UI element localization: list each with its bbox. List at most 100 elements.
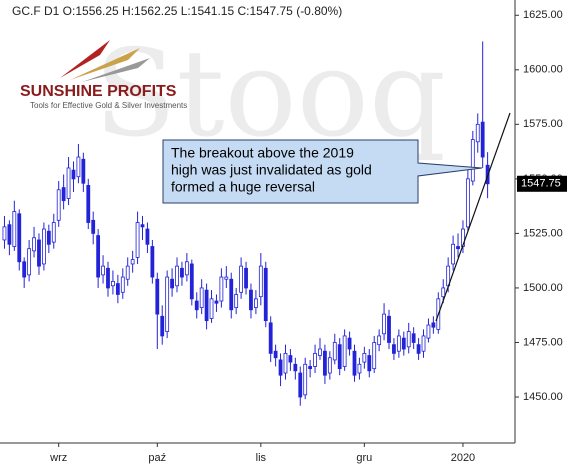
candle-body: [416, 344, 421, 354]
candle-body: [249, 289, 253, 311]
candle-body: [313, 352, 317, 367]
candle-body: [150, 246, 155, 278]
candle-body: [91, 219, 96, 234]
x-tick-label: paź: [148, 452, 166, 464]
candle-body: [115, 283, 120, 295]
candle-body: [411, 333, 416, 343]
candle-body: [377, 335, 382, 346]
candle-body: [357, 363, 362, 374]
y-tick-label: 1575.00: [523, 118, 563, 130]
tagline: Tools for Effective Gold & Silver Invest…: [30, 101, 187, 110]
candle-body: [253, 298, 258, 308]
candle-body: [32, 237, 36, 252]
x-tick-label: 2020: [451, 452, 475, 464]
candle-body: [155, 278, 160, 315]
candle-body: [209, 298, 214, 319]
candle-body: [387, 315, 391, 343]
candle-body: [396, 335, 401, 352]
candle-body: [263, 267, 268, 322]
plot: [2, 41, 490, 406]
candle-body: [278, 359, 283, 376]
candle-body: [244, 267, 248, 289]
last-price-box: [517, 175, 567, 192]
candle-body: [337, 344, 342, 370]
candle-body: [81, 158, 86, 184]
candle-body: [421, 335, 426, 352]
candle-body: [352, 350, 357, 376]
candle-body: [268, 322, 273, 354]
candle-body: [318, 348, 322, 356]
callout-text: formed a huge reversal: [171, 179, 315, 195]
candle-body: [56, 189, 61, 221]
candle-body: [175, 265, 179, 287]
candle-body: [165, 276, 170, 332]
candle-body: [12, 211, 17, 247]
callout: [162, 139, 483, 204]
candle-body: [135, 222, 140, 258]
candle-body: [189, 263, 194, 300]
candle-body: [214, 300, 219, 304]
candle-body: [342, 335, 347, 367]
candle-body: [426, 324, 431, 339]
candle-body: [362, 352, 367, 363]
candle-body: [199, 287, 204, 308]
candle-body: [372, 342, 377, 370]
x-tick-label: gru: [356, 452, 372, 464]
candle-body: [101, 265, 105, 276]
candle-body: [22, 261, 27, 278]
candle-body: [37, 239, 41, 267]
candle-body: [273, 350, 278, 359]
candle-body: [303, 363, 308, 396]
candle-body: [298, 372, 303, 398]
candle-body: [96, 235, 101, 278]
candle-body: [470, 139, 475, 182]
candle-body: [224, 276, 229, 280]
logo-arrow: [70, 48, 140, 80]
candle-body: [145, 228, 150, 245]
y-tick-label: 1500.00: [523, 282, 563, 294]
candle-body: [170, 278, 174, 289]
candle-body: [140, 224, 145, 228]
logo-arrow: [82, 58, 150, 82]
candle-body: [229, 278, 234, 311]
candle-body: [234, 294, 239, 308]
candle-body: [76, 156, 81, 178]
last-price-label: 1547.75: [521, 178, 561, 190]
candle-body: [46, 230, 51, 245]
candle-body: [194, 300, 199, 311]
candle-body: [475, 123, 480, 143]
candle-body: [288, 355, 293, 363]
candle-body: [7, 224, 12, 245]
y-tick-label: 1625.00: [523, 9, 563, 21]
candle-body: [456, 246, 460, 250]
y-tick-label: 1450.00: [523, 391, 563, 403]
callout-text: high was just invalidated as gold: [171, 162, 372, 178]
y-tick-label: 1475.00: [523, 336, 563, 348]
candle-body: [323, 350, 327, 376]
candle-body: [327, 357, 332, 374]
candle-body: [111, 280, 115, 287]
candle-body: [451, 243, 455, 265]
logo-arrow: [60, 40, 110, 78]
trend-line: [435, 112, 511, 322]
chart-title: GC.F D1 O:1556.25 H:1562.25 L:1541.15 C:…: [12, 4, 342, 18]
x-tick-label: wrz: [49, 452, 67, 464]
y-tick-label: 1525.00: [523, 227, 563, 239]
candle-body: [239, 265, 244, 293]
candle-body: [308, 366, 313, 370]
candle-body: [392, 344, 396, 354]
candle-body: [17, 213, 22, 263]
candle-body: [382, 313, 386, 335]
candle-body: [293, 363, 298, 372]
candle-body: [27, 248, 32, 276]
candle-body: [160, 315, 165, 337]
candle-body: [480, 121, 485, 158]
logo: [60, 40, 150, 82]
candle-body: [283, 352, 288, 374]
candle-body: [61, 187, 66, 202]
x-tick-label: lis: [256, 452, 267, 464]
candle-body: [406, 331, 411, 348]
candle-body: [2, 226, 7, 241]
candle-body: [51, 222, 56, 243]
